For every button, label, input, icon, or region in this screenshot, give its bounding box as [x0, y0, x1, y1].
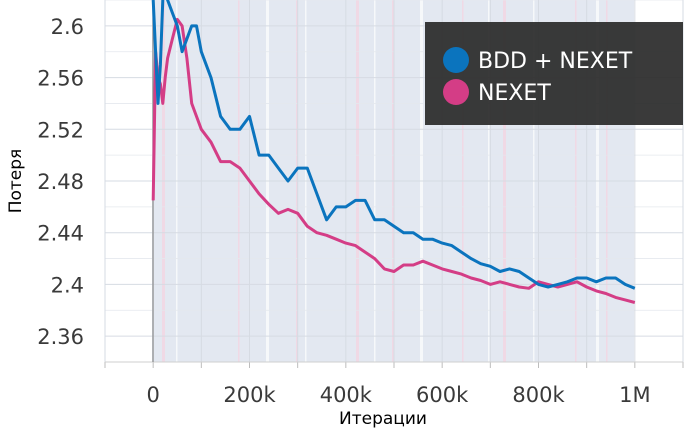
- legend-label: NEXET: [478, 81, 551, 106]
- y-tick-labels: 2.36 2.4 2.44 2.48 2.52 2.56 2.6: [37, 15, 84, 349]
- x-tick-labels: 0 200k 400k 600k 800k 1M: [146, 383, 650, 407]
- x-tick-label: 1M: [619, 383, 650, 407]
- legend: BDD + NEXET NEXET: [425, 22, 683, 125]
- x-tick-label: 0: [146, 383, 159, 407]
- y-tick-label: 2.52: [37, 118, 84, 142]
- legend-marker: [443, 79, 469, 105]
- x-tick-label: 200k: [223, 383, 276, 407]
- x-tick-label: 400k: [320, 383, 373, 407]
- y-axis-title: Потеря: [6, 149, 26, 214]
- y-tick-label: 2.36: [37, 325, 84, 349]
- legend-label: BDD + NEXET: [478, 49, 633, 74]
- y-tick-label: 2.44: [37, 222, 84, 246]
- x-tick-label: 800k: [512, 383, 565, 407]
- x-axis-title: Итерации: [339, 409, 427, 429]
- legend-marker: [443, 47, 469, 73]
- y-tick-label: 2.4: [51, 273, 84, 297]
- x-tick-label: 600k: [416, 383, 469, 407]
- series-layer: [151, 0, 636, 304]
- legend-box: [425, 22, 683, 125]
- y-tick-label: 2.6: [51, 15, 84, 39]
- series-line: [151, 17, 636, 304]
- series-line: [151, 0, 636, 290]
- y-tick-label: 2.56: [37, 67, 84, 91]
- y-tick-label: 2.48: [37, 170, 84, 194]
